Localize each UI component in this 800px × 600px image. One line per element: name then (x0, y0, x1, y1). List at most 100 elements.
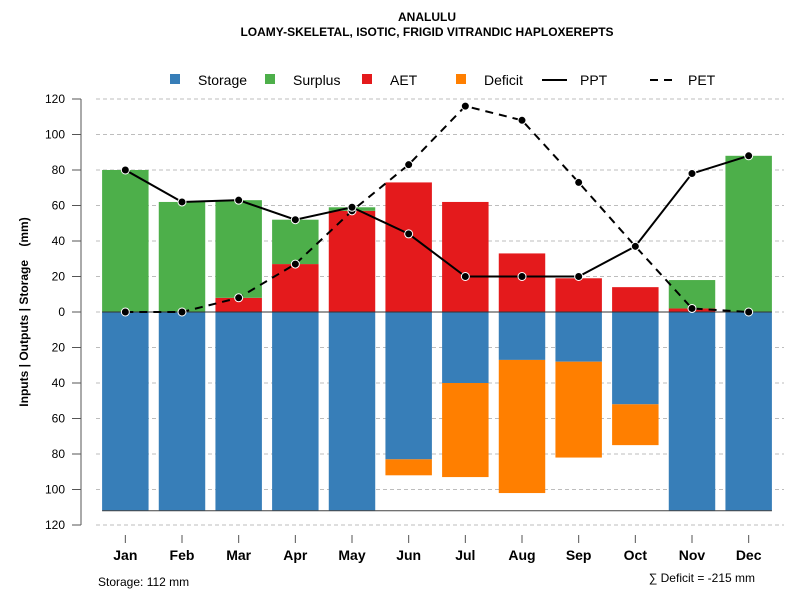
bar-storage (555, 312, 602, 362)
ppt-point (687, 169, 697, 179)
pet-line (125, 104, 749, 313)
ppt-point (630, 241, 640, 251)
pet-point (290, 259, 300, 269)
bar-surplus (158, 201, 206, 312)
y-tick-label: 100 (45, 128, 65, 142)
pet-point (574, 177, 584, 187)
series-lines (120, 101, 754, 317)
y-tick-label: 120 (45, 518, 65, 532)
y-tick-label: 0 (58, 305, 65, 319)
ppt-point (347, 202, 357, 212)
pet-point (517, 115, 527, 125)
x-tick-label: Jul (455, 547, 475, 563)
pet-point (120, 307, 130, 317)
pet-point (177, 307, 187, 317)
x-tick-label: Mar (226, 547, 251, 563)
bar-storage (725, 312, 772, 511)
legend-swatch-aet (362, 74, 372, 84)
bar-storage (612, 312, 659, 405)
bar-surplus (102, 170, 149, 312)
x-tick-label: Oct (624, 547, 648, 563)
legend-label-storage: Storage (198, 72, 247, 88)
legend-label-surplus: Surplus (293, 72, 340, 88)
y-tick-label: 80 (52, 447, 66, 461)
bar-storage (442, 312, 489, 383)
ppt-point (404, 229, 414, 239)
ppt-line (124, 154, 749, 278)
ppt-point (120, 165, 130, 175)
y-tick-label: 20 (52, 341, 66, 355)
bar-aet (272, 264, 319, 312)
pet-point (687, 303, 697, 313)
bar-storage (158, 312, 206, 511)
y-axis-label: Inputs | Outputs | Storage (mm) (17, 217, 31, 406)
pet-point (404, 160, 414, 170)
bar-deficit (385, 459, 432, 476)
bar-surplus (272, 219, 319, 265)
deficit-note: ∑ Deficit = -215 mm (649, 571, 755, 585)
ppt-point (290, 215, 300, 225)
y-tick-label: 60 (52, 199, 66, 213)
bar-storage (328, 312, 376, 511)
legend-label-ppt: PPT (580, 72, 608, 88)
x-tick-label: Apr (283, 547, 308, 563)
bar-storage (498, 312, 546, 360)
chart-subtitle: LOAMY-SKELETAL, ISOTIC, FRIGID VITRANDIC… (240, 25, 613, 39)
bar-aet (498, 253, 546, 312)
bar-deficit (498, 359, 546, 494)
y-tick-label: 80 (52, 163, 66, 177)
ppt-point (234, 195, 244, 205)
y-tick-label: 40 (52, 234, 66, 248)
legend-label-pet: PET (688, 72, 716, 88)
x-tick-label: Jan (113, 547, 137, 563)
bar-aet (385, 182, 432, 312)
x-tick-label: Dec (736, 547, 762, 563)
bar-storage (102, 312, 149, 511)
ppt-point (460, 272, 470, 281)
bar-deficit (555, 361, 602, 458)
bar-deficit (612, 404, 659, 446)
bar-aet (612, 287, 659, 312)
ppt-point (574, 272, 584, 281)
legend-swatch-storage (170, 74, 180, 84)
x-tick-label: Jun (396, 547, 421, 563)
y-tick-label: 120 (45, 92, 65, 106)
bar-surplus (725, 155, 772, 312)
x-tick-label: May (338, 547, 365, 563)
bar-aet (328, 210, 376, 312)
bar-surplus (215, 200, 262, 298)
legend-label-deficit: Deficit (484, 72, 523, 88)
y-axis: 120 100 80 60 40 20 0 20 40 60 80 100 120 (45, 92, 82, 532)
bars (102, 155, 772, 511)
bar-storage (272, 312, 319, 511)
pet-point (234, 293, 244, 303)
ppt-point (517, 272, 527, 281)
bar-aet (555, 278, 602, 312)
ppt-point (744, 151, 754, 161)
x-tick-label: Feb (170, 547, 195, 563)
x-tick-label: Aug (508, 547, 535, 563)
bar-deficit (442, 383, 489, 478)
y-tick-label: 40 (52, 376, 66, 390)
legend-label-aet: AET (390, 72, 418, 88)
y-tick-label: 20 (52, 270, 66, 284)
x-tick-label: Nov (679, 547, 706, 563)
legend-swatch-deficit (456, 74, 466, 84)
legend: Storage Surplus AET Deficit PPT PET (170, 72, 716, 88)
legend-swatch-surplus (265, 74, 275, 84)
y-tick-label: 100 (45, 483, 65, 497)
ppt-point (177, 197, 187, 207)
y-tick-label: 60 (52, 412, 66, 426)
chart-title: ANALULU (398, 10, 456, 24)
bar-surplus (668, 280, 716, 309)
x-axis: Jan Feb Mar Apr May Jun Jul Aug Sep Oct Nov Dec (113, 535, 762, 563)
bar-aet (442, 201, 489, 312)
storage-note: Storage: 112 mm (98, 575, 189, 589)
bar-storage (668, 312, 716, 511)
bar-storage (215, 312, 262, 511)
x-tick-label: Sep (566, 547, 592, 563)
pet-point (460, 101, 470, 111)
pet-point (744, 307, 754, 317)
bar-storage (385, 312, 432, 460)
